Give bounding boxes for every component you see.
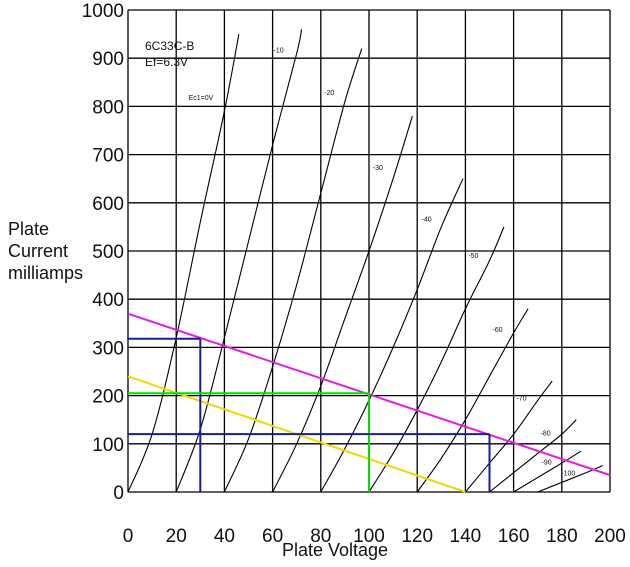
curve-label-6: -60	[492, 327, 502, 334]
operating-point-lines	[128, 337, 491, 492]
x-tick-label-4: 80	[310, 526, 331, 547]
plate-curve-8	[489, 419, 577, 493]
y-axis-title-line-2: Current	[8, 241, 68, 261]
y-axis-title: Plate Current milliamps	[8, 219, 83, 283]
tube-type-label: 6C33C-B	[145, 39, 194, 53]
plate-curve-5	[368, 226, 505, 493]
y-tick-label-3: 300	[92, 338, 124, 359]
filament-voltage-label: Ef=6.3V	[145, 55, 188, 69]
plate-curve-9	[513, 450, 582, 493]
curve-label-10: -100	[561, 470, 575, 477]
y-tick-label-6: 600	[92, 194, 124, 215]
y-tick-label-4: 400	[92, 290, 124, 311]
curve-label-3: -30	[373, 165, 383, 172]
curve-label-8: -80	[541, 430, 551, 437]
curve-label-2: -20	[324, 90, 334, 97]
y-axis-title-line-1: Plate	[8, 219, 49, 239]
y-axis-title-line-3: milliamps	[8, 263, 83, 283]
y-tick-label-9: 900	[92, 49, 124, 70]
curve-label-1: -10	[274, 48, 284, 55]
y-tick-label-5: 500	[92, 242, 124, 263]
x-tick-label-9: 180	[546, 526, 578, 547]
plate-curve-4	[320, 178, 464, 493]
x-tick-label-10: 200	[594, 526, 626, 547]
tick-labels: 0 20 40 60 80 100 120 140 160 180 200 0 100 200 300 400…	[82, 1, 626, 547]
plate-curve-7	[464, 380, 553, 493]
x-tick-label-7: 140	[450, 526, 482, 547]
curve-label-7: -70	[516, 396, 526, 403]
y-tick-label-8: 800	[92, 97, 124, 118]
plate-curve-3	[272, 115, 413, 493]
x-axis-title: Plate Voltage	[282, 540, 388, 560]
y-tick-label-2: 200	[92, 387, 124, 408]
x-tick-label-2: 40	[214, 526, 235, 547]
x-tick-label-0: 0	[123, 526, 134, 547]
y-tick-label-0: 0	[113, 483, 124, 504]
curve-label-4: -40	[422, 216, 432, 223]
plate-curve-6	[416, 308, 529, 493]
y-tick-label-10: 1000	[82, 1, 124, 22]
x-tick-label-8: 160	[498, 526, 530, 547]
y-tick-label-1: 100	[92, 435, 124, 456]
x-tick-label-1: 20	[166, 526, 187, 547]
curve-labels: Ec1=0V -10 -20 -30 -40 -50 -60 -70 -80 -90 -100	[189, 48, 576, 478]
curve-label-9: -90	[542, 460, 552, 467]
x-tick-label-6: 120	[401, 526, 433, 547]
curve-label-0: Ec1=0V	[189, 95, 214, 102]
plate-curve-0	[127, 33, 240, 493]
x-tick-label-5: 100	[353, 526, 385, 547]
plate-curve-10	[537, 464, 603, 493]
x-tick-label-3: 60	[262, 526, 283, 547]
y-tick-label-7: 700	[92, 146, 124, 167]
tube-annotation: 6C33C-B Ef=6.3V	[145, 39, 194, 69]
plate-curve-2	[223, 48, 363, 493]
curve-label-5: -50	[468, 253, 478, 260]
